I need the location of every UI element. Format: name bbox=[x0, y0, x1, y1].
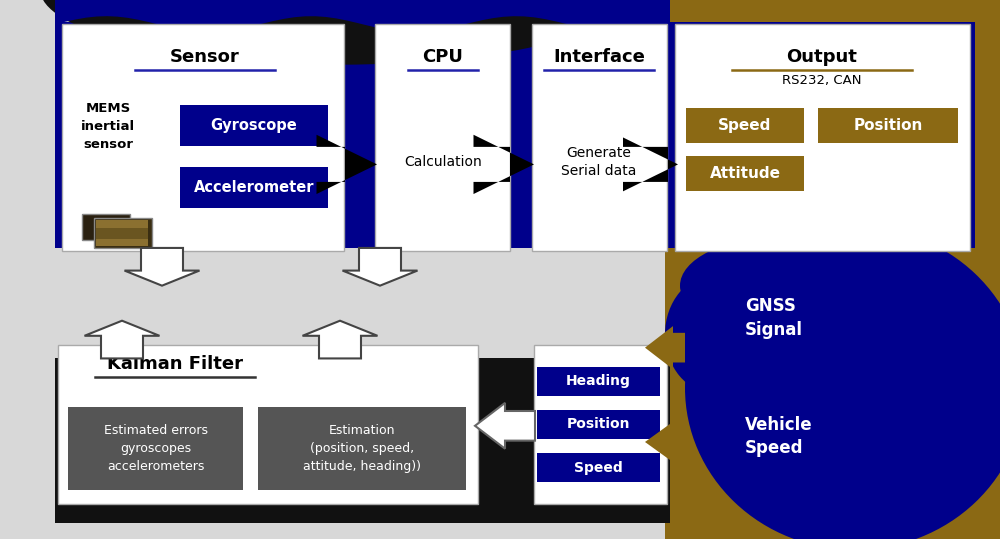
Text: Sensor: Sensor bbox=[170, 47, 240, 66]
FancyBboxPatch shape bbox=[665, 22, 975, 248]
FancyArrow shape bbox=[303, 321, 378, 358]
FancyBboxPatch shape bbox=[665, 0, 1000, 539]
FancyBboxPatch shape bbox=[68, 407, 243, 490]
FancyBboxPatch shape bbox=[258, 407, 466, 490]
FancyBboxPatch shape bbox=[375, 24, 510, 251]
FancyBboxPatch shape bbox=[55, 358, 670, 523]
FancyArrow shape bbox=[623, 137, 678, 191]
Text: Interface: Interface bbox=[553, 47, 645, 66]
FancyBboxPatch shape bbox=[534, 345, 667, 504]
Text: Estimation
(position, speed,
attitude, heading)): Estimation (position, speed, attitude, h… bbox=[303, 424, 421, 473]
Text: Attitude: Attitude bbox=[710, 167, 781, 181]
FancyArrow shape bbox=[84, 321, 160, 358]
Text: RS232, CAN: RS232, CAN bbox=[782, 74, 862, 87]
Text: Kalman Filter: Kalman Filter bbox=[107, 355, 243, 373]
FancyBboxPatch shape bbox=[180, 105, 328, 146]
Text: Speed: Speed bbox=[718, 118, 772, 133]
Text: Vehicle
Speed: Vehicle Speed bbox=[745, 416, 813, 458]
Ellipse shape bbox=[685, 226, 1000, 539]
FancyBboxPatch shape bbox=[686, 108, 804, 143]
FancyBboxPatch shape bbox=[96, 220, 148, 246]
Text: Gyroscope: Gyroscope bbox=[211, 118, 297, 133]
FancyBboxPatch shape bbox=[686, 156, 804, 191]
FancyBboxPatch shape bbox=[532, 24, 667, 251]
FancyBboxPatch shape bbox=[58, 345, 478, 504]
FancyBboxPatch shape bbox=[82, 214, 130, 240]
Text: Calculation: Calculation bbox=[404, 155, 482, 169]
FancyBboxPatch shape bbox=[62, 24, 344, 251]
FancyBboxPatch shape bbox=[537, 453, 660, 482]
FancyArrow shape bbox=[474, 135, 534, 194]
FancyBboxPatch shape bbox=[180, 167, 328, 208]
FancyArrow shape bbox=[316, 135, 377, 194]
FancyArrow shape bbox=[645, 326, 685, 369]
Text: Output: Output bbox=[787, 47, 857, 66]
FancyBboxPatch shape bbox=[818, 108, 958, 143]
Text: Estimated errors
gyroscopes
accelerometers: Estimated errors gyroscopes acceleromete… bbox=[104, 424, 208, 473]
FancyBboxPatch shape bbox=[55, 22, 670, 248]
Text: Speed: Speed bbox=[574, 461, 623, 474]
Polygon shape bbox=[55, 0, 670, 32]
Text: CPU: CPU bbox=[423, 47, 463, 66]
Text: Position: Position bbox=[567, 418, 630, 431]
Text: Accelerometer: Accelerometer bbox=[194, 180, 314, 195]
Text: MEMS
inertial
sensor: MEMS inertial sensor bbox=[81, 102, 135, 151]
FancyBboxPatch shape bbox=[96, 228, 148, 239]
FancyArrow shape bbox=[342, 248, 418, 286]
Ellipse shape bbox=[680, 237, 880, 334]
FancyBboxPatch shape bbox=[537, 410, 660, 439]
FancyBboxPatch shape bbox=[94, 218, 152, 248]
Text: GNSS
Signal: GNSS Signal bbox=[745, 297, 803, 339]
FancyArrow shape bbox=[645, 421, 685, 462]
Text: Generate
Serial data: Generate Serial data bbox=[561, 146, 637, 178]
FancyArrow shape bbox=[124, 248, 200, 286]
FancyBboxPatch shape bbox=[537, 367, 660, 396]
Ellipse shape bbox=[40, 0, 640, 65]
FancyBboxPatch shape bbox=[675, 24, 970, 251]
Text: Position: Position bbox=[853, 118, 923, 133]
Text: Heading: Heading bbox=[566, 375, 631, 388]
FancyArrow shape bbox=[475, 403, 535, 448]
Ellipse shape bbox=[665, 275, 765, 393]
